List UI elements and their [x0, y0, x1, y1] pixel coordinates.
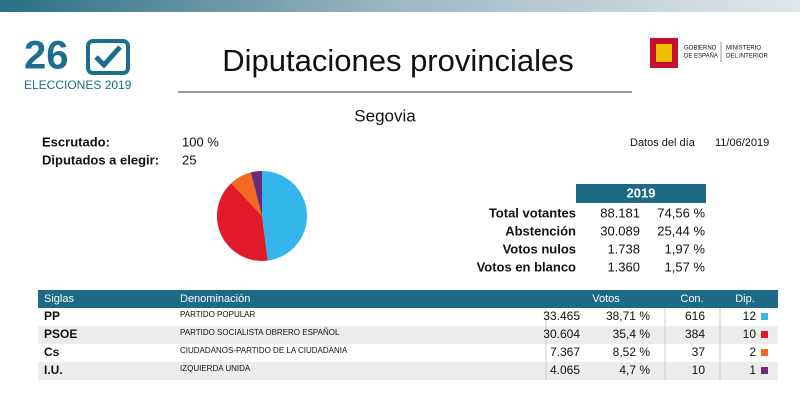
table-row — [38, 362, 778, 380]
votes: 4.065 — [550, 363, 580, 377]
party-acronym: PP — [44, 309, 60, 323]
status-value: 25 — [182, 152, 196, 167]
party-acronym: I.U. — [44, 363, 63, 377]
summary-count: 1.360 — [607, 259, 640, 274]
summary-year: 2019 — [627, 185, 656, 200]
seats: 10 — [743, 327, 757, 341]
pie-slice — [231, 172, 262, 216]
party-color — [761, 331, 768, 338]
vote-percent: 38,71 % — [606, 309, 650, 323]
logo-number: 26 — [24, 34, 69, 78]
councillors: 384 — [685, 327, 705, 341]
summary-table: 2019 Total votantes 88.181 74,56 % Abstenció… — [477, 184, 706, 274]
results-table: Siglas Denominación Votos Con. Dip. PP PARTIDO… — [38, 290, 778, 380]
party-name: PARTIDO SOCIALISTA OBRERO ESPAÑOL — [180, 328, 340, 337]
party-name: PARTIDO POPULAR — [180, 310, 256, 319]
logo-caption: ELECCIONES 2019 — [24, 78, 132, 92]
pie-slice — [262, 170, 308, 261]
vote-percent: 35,4 % — [613, 327, 651, 341]
date-value: 11/06/2019 — [715, 137, 769, 149]
page-title: Diputaciones provinciales — [222, 43, 574, 78]
party-acronym: Cs — [44, 345, 60, 359]
column-header: Votos — [592, 293, 620, 305]
column-header: Denominación — [180, 293, 250, 305]
seats: 2 — [749, 345, 756, 359]
party-acronym: PSOE — [44, 327, 77, 341]
table-row — [38, 326, 778, 344]
party-name: IZQUIERDA UNIDA — [180, 364, 251, 373]
party-color — [761, 349, 768, 356]
pie-slice — [250, 171, 262, 216]
summary-label: Votos en blanco — [477, 259, 576, 274]
summary-count: 30.089 — [600, 223, 640, 238]
summary-percent: 74,56 % — [657, 205, 705, 220]
votes: 33.465 — [543, 309, 580, 323]
status-label: Escrutado: — [42, 134, 110, 149]
date-label: Datos del día — [630, 137, 696, 149]
party-color — [761, 367, 768, 374]
summary-count: 1.738 — [607, 241, 640, 256]
seats: 12 — [743, 309, 757, 323]
councillors: 10 — [692, 363, 706, 377]
vote-percent: 4,7 % — [619, 363, 650, 377]
summary-percent: 1,97 % — [665, 241, 706, 256]
vote-percent: 8,52 % — [613, 345, 651, 359]
table-row — [38, 308, 778, 326]
status-label: Diputados a elegir: — [42, 152, 159, 167]
column-header: Dip. — [735, 293, 755, 305]
gov-emblem-inner — [656, 44, 672, 62]
councillors: 616 — [685, 309, 705, 323]
table-row — [38, 344, 778, 362]
votes: 30.604 — [543, 327, 580, 341]
seat-pie — [217, 170, 308, 261]
summary-label: Abstención — [505, 223, 576, 238]
ministry-name: MINISTERIO — [726, 46, 761, 52]
top-band — [0, 0, 800, 12]
ministry-name: DEL INTERIOR — [726, 54, 768, 60]
gov-name: GOBIERNO — [684, 46, 717, 52]
pie-slice — [217, 183, 268, 261]
summary-header — [576, 184, 706, 203]
councillors: 37 — [692, 345, 706, 359]
summary-label: Total votantes — [489, 205, 576, 220]
summary-percent: 1,57 % — [665, 259, 706, 274]
gov-name: DE ESPAÑA — [684, 53, 718, 60]
table-header — [38, 290, 778, 308]
party-color — [761, 313, 768, 320]
logo-check — [94, 45, 122, 69]
column-header: Siglas — [44, 293, 74, 305]
seats: 1 — [749, 363, 756, 377]
status-value: 100 % — [182, 134, 219, 149]
summary-label: Votos nulos — [503, 241, 576, 256]
summary-percent: 25,44 % — [657, 223, 705, 238]
party-name: CIUDADANOS-PARTIDO DE LA CIUDADANIA — [180, 346, 348, 355]
region: Segovia — [354, 106, 416, 125]
summary-count: 88.181 — [600, 205, 640, 220]
column-header: Con. — [680, 293, 703, 305]
logo-box — [86, 39, 130, 75]
votes: 7.367 — [550, 345, 580, 359]
